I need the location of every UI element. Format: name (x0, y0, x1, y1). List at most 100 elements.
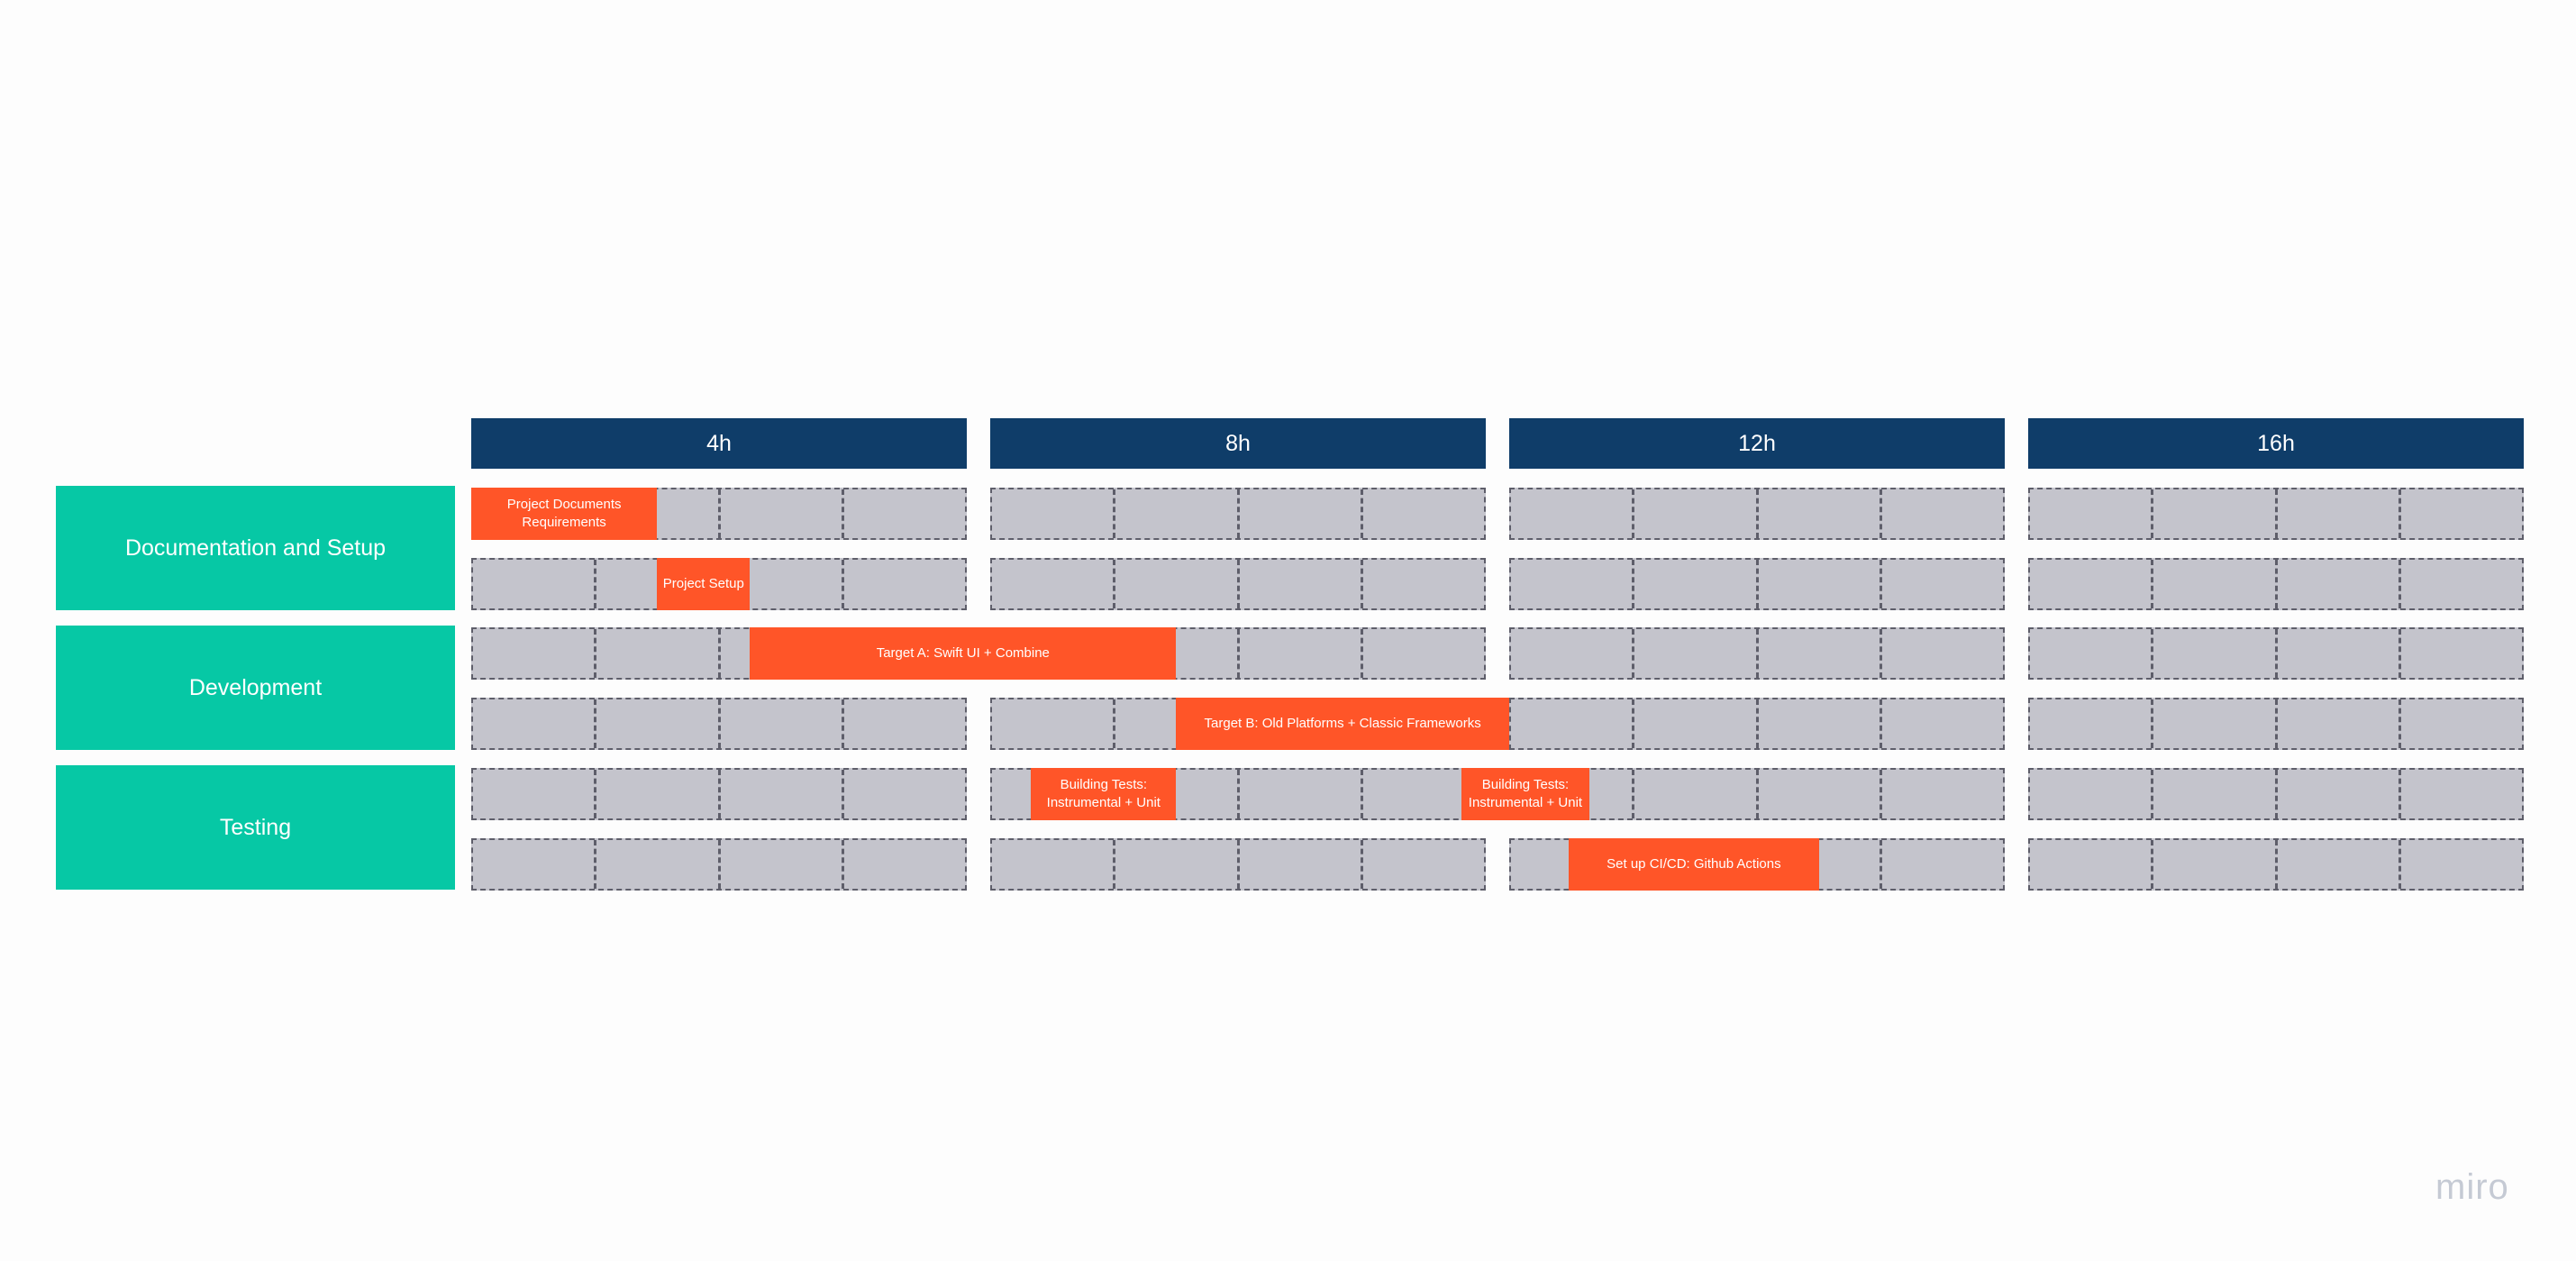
lane-cell[interactable] (2401, 840, 2522, 889)
lane-cell[interactable] (1115, 629, 1240, 678)
lane-cell[interactable] (1115, 560, 1240, 608)
lane-cell[interactable] (2153, 629, 2278, 678)
lane-cell[interactable] (2153, 699, 2278, 748)
lane-cell[interactable] (473, 560, 597, 608)
lane-cell[interactable] (1634, 560, 1759, 608)
task-bar[interactable]: Building Tests: Instrumental + Unit (1031, 768, 1177, 820)
lane-cell[interactable] (1634, 770, 1759, 818)
task-bar[interactable]: Building Tests: Instrumental + Unit (1461, 768, 1590, 820)
task-bar[interactable]: Target B: Old Platforms + Classic Framew… (1176, 698, 1509, 750)
lane-cell[interactable] (1240, 560, 1363, 608)
lane-cell[interactable] (1511, 560, 1635, 608)
lane-cell[interactable] (1363, 629, 1484, 678)
lane-cell[interactable] (1759, 840, 1882, 889)
lane-cell[interactable] (2278, 489, 2401, 538)
lane-cell[interactable] (2278, 629, 2401, 678)
task-label: Set up CI/CD: Github Actions (1607, 856, 1781, 872)
lane-cell[interactable] (2153, 840, 2278, 889)
lane-cell[interactable] (596, 489, 721, 538)
lane-cell[interactable] (1240, 629, 1363, 678)
lane-cell[interactable] (596, 629, 721, 678)
lane-cell[interactable] (1759, 770, 1882, 818)
lane-cell[interactable] (596, 840, 721, 889)
lane-cell[interactable] (2030, 560, 2154, 608)
lane-cell[interactable] (1240, 840, 1363, 889)
task-bar[interactable]: Set up CI/CD: Github Actions (1569, 838, 1819, 891)
lane-cell[interactable] (1363, 489, 1484, 538)
lane-cell[interactable] (844, 840, 965, 889)
lane-cell[interactable] (1882, 560, 2003, 608)
lane-cell[interactable] (1759, 699, 1882, 748)
lane-cell[interactable] (1882, 770, 2003, 818)
lane-cell[interactable] (2030, 770, 2154, 818)
lane-cell[interactable] (721, 489, 844, 538)
column-header-8h: 8h (990, 418, 1486, 469)
lane-cell[interactable] (2401, 629, 2522, 678)
lane-cell[interactable] (473, 770, 597, 818)
lane-cell[interactable] (721, 840, 844, 889)
lane-row-3-col-0 (471, 698, 967, 750)
lane-cell[interactable] (596, 699, 721, 748)
lane-cell[interactable] (992, 489, 1116, 538)
lane-row-4-col-3 (2028, 768, 2524, 820)
lane-cell[interactable] (2030, 840, 2154, 889)
column-header-16h: 16h (2028, 418, 2524, 469)
lane-cell[interactable] (473, 699, 597, 748)
lane-cell[interactable] (2153, 489, 2278, 538)
lane-cell[interactable] (2401, 489, 2522, 538)
lane-cell[interactable] (2030, 699, 2154, 748)
lane-cell[interactable] (1240, 489, 1363, 538)
lane-cell[interactable] (844, 770, 965, 818)
lane-cell[interactable] (2401, 560, 2522, 608)
lane-cell[interactable] (2278, 770, 2401, 818)
lane-cell[interactable] (1511, 770, 1635, 818)
lane-cell[interactable] (1511, 699, 1635, 748)
lane-cell[interactable] (1511, 629, 1635, 678)
lane-cell[interactable] (1759, 560, 1882, 608)
lane-cell[interactable] (473, 629, 597, 678)
lane-cell[interactable] (1882, 840, 2003, 889)
lane-cell[interactable] (1363, 840, 1484, 889)
lane-cell[interactable] (596, 770, 721, 818)
lane-cell[interactable] (2278, 840, 2401, 889)
lane-cell[interactable] (992, 699, 1116, 748)
lane-cell[interactable] (1882, 629, 2003, 678)
lane-row-0-col-2 (1509, 488, 2005, 540)
lane-cell[interactable] (992, 840, 1116, 889)
lane-cell[interactable] (1634, 489, 1759, 538)
lane-cell[interactable] (721, 770, 844, 818)
lane-cell[interactable] (2153, 770, 2278, 818)
lane-cell[interactable] (1115, 840, 1240, 889)
lane-cell[interactable] (721, 699, 844, 748)
lane-cell[interactable] (844, 699, 965, 748)
lane-cell[interactable] (1240, 770, 1363, 818)
lane-cell[interactable] (2401, 699, 2522, 748)
lane-cell[interactable] (1759, 629, 1882, 678)
task-bar[interactable]: Project Documents Requirements (471, 488, 658, 540)
lane-cell[interactable] (473, 840, 597, 889)
lane-cell[interactable] (2278, 560, 2401, 608)
lane-cell[interactable] (1363, 560, 1484, 608)
category-development: Development (56, 626, 455, 750)
lane-row-4-col-0 (471, 768, 967, 820)
task-bar[interactable]: Project Setup (657, 558, 751, 610)
lane-cell[interactable] (1511, 489, 1635, 538)
task-bar[interactable]: Target A: Swift UI + Combine (750, 627, 1177, 680)
lane-cell[interactable] (1115, 489, 1240, 538)
lane-cell[interactable] (1634, 629, 1759, 678)
lane-cell[interactable] (844, 489, 965, 538)
lane-cell[interactable] (1115, 770, 1240, 818)
lane-cell[interactable] (1634, 699, 1759, 748)
lane-cell[interactable] (844, 560, 965, 608)
lane-cell[interactable] (1759, 489, 1882, 538)
lane-cell[interactable] (2030, 629, 2154, 678)
lane-cell[interactable] (2401, 770, 2522, 818)
lane-cell[interactable] (2153, 560, 2278, 608)
lane-row-2-col-2 (1509, 627, 2005, 680)
lane-cell[interactable] (2278, 699, 2401, 748)
lane-cell[interactable] (1882, 699, 2003, 748)
lane-cell[interactable] (2030, 489, 2154, 538)
lane-cell[interactable] (992, 560, 1116, 608)
lane-cell[interactable] (1882, 489, 2003, 538)
lane-cell[interactable] (721, 560, 844, 608)
